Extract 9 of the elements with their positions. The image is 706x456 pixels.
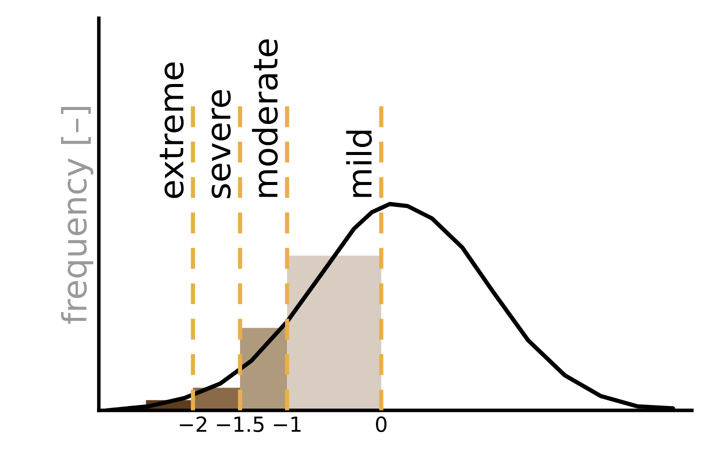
x-tick-label: −2	[180, 416, 206, 432]
ref-line-label: severe	[212, 90, 231, 198]
ref-line-label: extreme	[160, 62, 184, 198]
ref-line-label: mild	[346, 130, 372, 197]
x-tick-label: 0	[376, 416, 386, 432]
ref-line-label: moderate	[252, 39, 278, 197]
x-tick-label: −1	[274, 416, 301, 432]
x-tick-label: −1.5	[216, 416, 264, 432]
y-axis-title: frequency [–]	[61, 106, 94, 324]
